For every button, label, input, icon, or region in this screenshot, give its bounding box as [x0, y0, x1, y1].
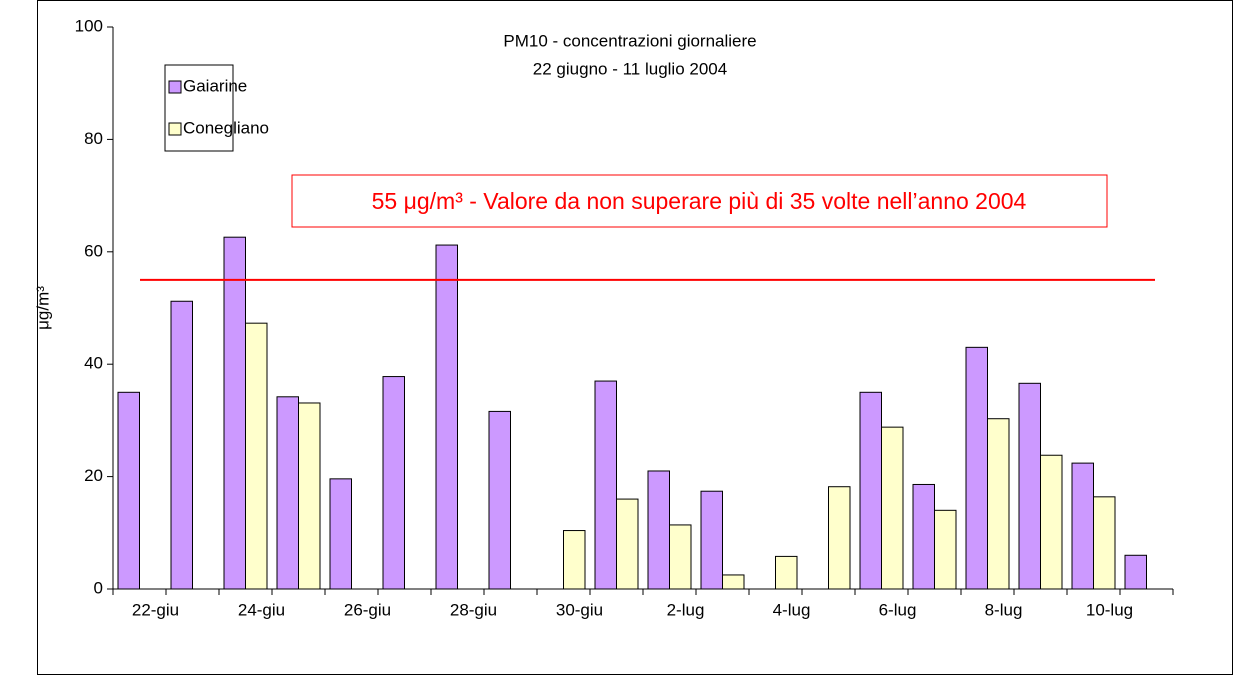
bar — [382, 376, 405, 590]
annotation: 55 μg/m³ - Valore da non superare più di… — [372, 188, 1027, 214]
annotation-box — [291, 174, 1108, 228]
bar — [669, 524, 692, 590]
bar — [488, 410, 511, 590]
bar — [563, 530, 586, 590]
x-tick-label: 28-giu — [450, 600, 497, 619]
bar — [117, 391, 140, 590]
x-tick-label: 8-lug — [985, 600, 1023, 619]
bar — [1071, 462, 1094, 590]
x-tick-label: 6-lug — [879, 600, 917, 619]
bar — [435, 244, 458, 590]
bar — [594, 380, 617, 590]
bar — [276, 396, 299, 590]
bar — [881, 426, 904, 590]
bar — [329, 478, 352, 590]
x-tick-label: 30-giu — [556, 600, 603, 619]
y-tick-label: 0 — [94, 578, 103, 597]
bar — [912, 483, 935, 590]
y-tick-label: 20 — [84, 466, 103, 485]
bar — [1018, 382, 1041, 590]
legend-swatch — [168, 122, 182, 136]
chart-subtitle: 22 giugno - 11 luglio 2004 — [533, 59, 727, 78]
legend-box — [164, 64, 234, 152]
bar — [1040, 454, 1063, 590]
x-tick-label: 10-lug — [1086, 600, 1133, 619]
x-tick-label: 22-giu — [132, 600, 179, 619]
bar — [1093, 496, 1116, 590]
x-tick-label: 26-giu — [344, 600, 391, 619]
y-tick-label: 80 — [84, 129, 103, 148]
legend-label: Conegliano — [183, 118, 269, 137]
chart-title: PM10 - concentrazioni giornaliere — [503, 31, 756, 50]
bar — [722, 574, 745, 590]
bar — [965, 346, 988, 590]
bar — [647, 470, 670, 590]
bar — [859, 391, 882, 590]
bar — [934, 509, 957, 590]
bar — [1124, 554, 1147, 590]
y-tick-label: 60 — [84, 241, 103, 260]
bar — [223, 236, 246, 590]
bar — [245, 322, 268, 590]
bar — [775, 555, 798, 590]
y-tick-label: 40 — [84, 354, 103, 373]
y-tick-label: 100 — [75, 16, 103, 35]
legend-label: Gaiarine — [183, 76, 247, 95]
x-tick-label: 2-lug — [667, 600, 705, 619]
bar — [987, 418, 1010, 590]
bar — [700, 490, 723, 590]
bar — [298, 402, 321, 590]
bar — [170, 300, 193, 590]
x-tick-label: 4-lug — [773, 600, 811, 619]
bar — [828, 486, 851, 590]
bar — [616, 498, 639, 590]
x-tick-label: 24-giu — [238, 600, 285, 619]
legend-swatch — [168, 80, 182, 94]
y-axis-label: μg/m³ — [33, 286, 52, 330]
